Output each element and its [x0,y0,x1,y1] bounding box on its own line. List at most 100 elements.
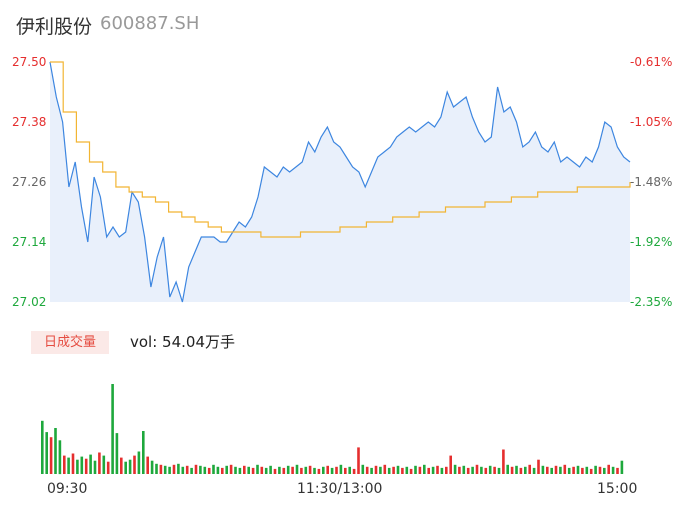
volume-bar [102,455,106,474]
volume-bar [510,466,514,474]
volume-bar [427,467,430,474]
volume-bar [124,461,127,474]
volume-bar [335,466,338,474]
volume-bar [506,464,509,474]
volume-bar [572,466,575,474]
volume-bar [76,459,79,474]
volume-bar [308,465,312,474]
volume-tag: 日成交量 [31,331,109,354]
volume-bar [300,467,303,474]
volume-bar [374,465,378,474]
volume-bar [550,467,553,474]
volume-bar [313,467,316,474]
price-tick-label: 27.14 [12,235,47,249]
volume-bar [611,466,615,474]
volume-bar [212,464,215,474]
volume-bar [93,460,97,474]
volume-bar [304,466,308,474]
volume-bar [234,466,237,474]
volume-bar [286,465,290,474]
volume-bar [361,464,365,474]
volume-bar [247,466,250,474]
volume-bar [396,465,400,474]
volume-bar [238,467,242,474]
volume-bar [163,465,167,474]
volume-bar [150,460,154,474]
volume-bar [475,464,479,474]
volume-bar [559,466,562,474]
volume-bar [458,466,461,474]
volume-bar [379,466,382,474]
volume-bar [225,465,228,474]
volume-bar [471,466,474,474]
volume-bar [317,468,321,474]
volume-bar [49,437,53,474]
price-area-fill [50,62,630,302]
volume-bar [155,463,158,474]
volume-bar [348,466,351,474]
volume-bar [89,454,92,474]
pct-tick-label: -0.61% [630,55,673,69]
volume-bar [357,447,360,474]
volume-bar [532,467,536,474]
volume-bar [418,466,422,474]
volume-bar [603,467,606,474]
volume-bar [260,466,264,474]
pct-tick-label: -1.92% [630,235,673,249]
volume-bar [497,467,501,474]
volume-bar [598,466,602,474]
volume-bar [172,464,176,474]
volume-bar [185,465,189,474]
stock-code: 600887.SH [100,13,200,34]
volume-bar [168,466,171,474]
volume-bar [528,464,531,474]
volume-bar [221,467,224,474]
volume-bar [207,467,211,474]
volume-bar [567,467,571,474]
volume-bar [133,455,136,474]
volume-bar [480,466,483,474]
volume-bar [98,452,101,474]
volume-bar [67,457,70,474]
volume-bar [537,459,540,474]
volume-bar [462,465,466,474]
volume-bar [142,431,145,474]
volume-bar [190,467,193,474]
volume-bar [159,464,163,474]
volume-bar [326,465,329,474]
volume-bar [41,420,44,474]
volume-bar [484,467,488,474]
volume-bar [401,467,404,474]
volume-bar [111,384,114,474]
volume-bar [581,467,584,474]
volume-bar [440,467,444,474]
volume-bar [423,464,426,474]
volume-bar [278,466,281,474]
volume-bar [445,466,448,474]
volume-bar [405,466,409,474]
volume-bar [524,466,527,474]
volume-bar [453,464,457,474]
volume-bar [541,465,545,474]
volume-bar [431,466,435,474]
volume-bar [466,467,470,474]
volume-bar [589,468,593,474]
volume-bar [115,433,119,474]
volume-bar [71,453,75,474]
volume-bar [576,465,580,474]
average-price-line [50,61,631,238]
price-tick-label: 27.02 [12,295,47,309]
volume-bar [63,455,66,474]
volume-bar [264,467,268,474]
volume-bar [493,466,496,474]
volume-bar [58,440,62,475]
volume-bar [146,456,149,474]
pct-tick-label: -1.48% [630,175,673,189]
volume-bar [128,459,132,474]
volume-bar [620,460,624,474]
price-tick-label: 27.26 [12,175,47,189]
volume-bar [291,466,294,474]
volume-bar [256,464,259,474]
volume-bar [409,468,413,474]
